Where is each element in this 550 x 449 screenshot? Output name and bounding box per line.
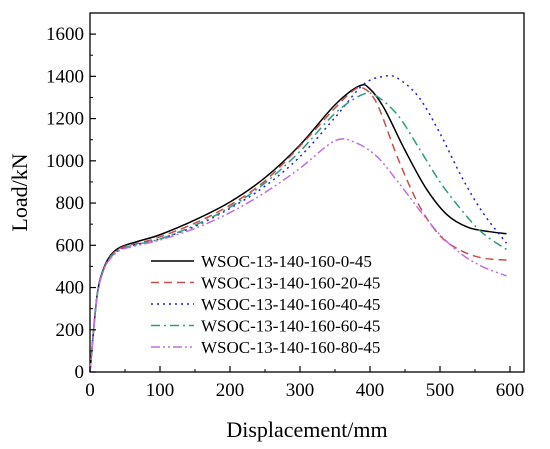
series-line-4 <box>89 92 507 373</box>
legend-label-5: WSOC-13-140-160-80-45 <box>201 338 380 357</box>
x-tick-label: 600 <box>496 380 525 401</box>
x-tick-label: 400 <box>356 380 385 401</box>
x-tick-label: 300 <box>286 380 315 401</box>
x-tick-label: 500 <box>426 380 455 401</box>
x-tick-label: 100 <box>146 380 175 401</box>
y-tick-label: 800 <box>56 193 85 214</box>
x-tick-label: 200 <box>216 380 245 401</box>
x-axis-ticks: 0 100 200 300 400 500 600 <box>85 366 524 401</box>
y-tick-label: 1200 <box>46 109 84 130</box>
series-line-1 <box>89 83 507 373</box>
plot-border <box>89 12 525 373</box>
series-line-2 <box>89 86 507 373</box>
y-tick-label: 400 <box>56 278 85 299</box>
series-line-5 <box>89 138 507 373</box>
x-axis-title: Displacement/mm <box>226 417 387 442</box>
legend-label-2: WSOC-13-140-160-20-45 <box>201 274 380 293</box>
y-tick-label: 600 <box>56 235 85 256</box>
y-tick-label: 1400 <box>46 66 84 87</box>
y-axis-ticks: 0 200 400 600 800 1000 1200 1400 1600 <box>46 24 96 383</box>
y-axis-title: Load/kN <box>7 153 32 231</box>
legend: WSOC-13-140-160-0-45 WSOC-13-140-160-20-4… <box>151 252 380 357</box>
y-tick-label: 0 <box>75 362 85 383</box>
y-tick-label: 200 <box>56 320 85 341</box>
x-tick-label: 0 <box>85 380 95 401</box>
plot-frame <box>89 12 525 373</box>
series-layer <box>89 74 508 373</box>
y-tick-label: 1600 <box>46 24 84 45</box>
legend-label-4: WSOC-13-140-160-60-45 <box>201 317 380 336</box>
legend-label-3: WSOC-13-140-160-40-45 <box>201 295 380 314</box>
legend-label-1: WSOC-13-140-160-0-45 <box>201 252 372 271</box>
y-tick-label: 1000 <box>46 151 84 172</box>
